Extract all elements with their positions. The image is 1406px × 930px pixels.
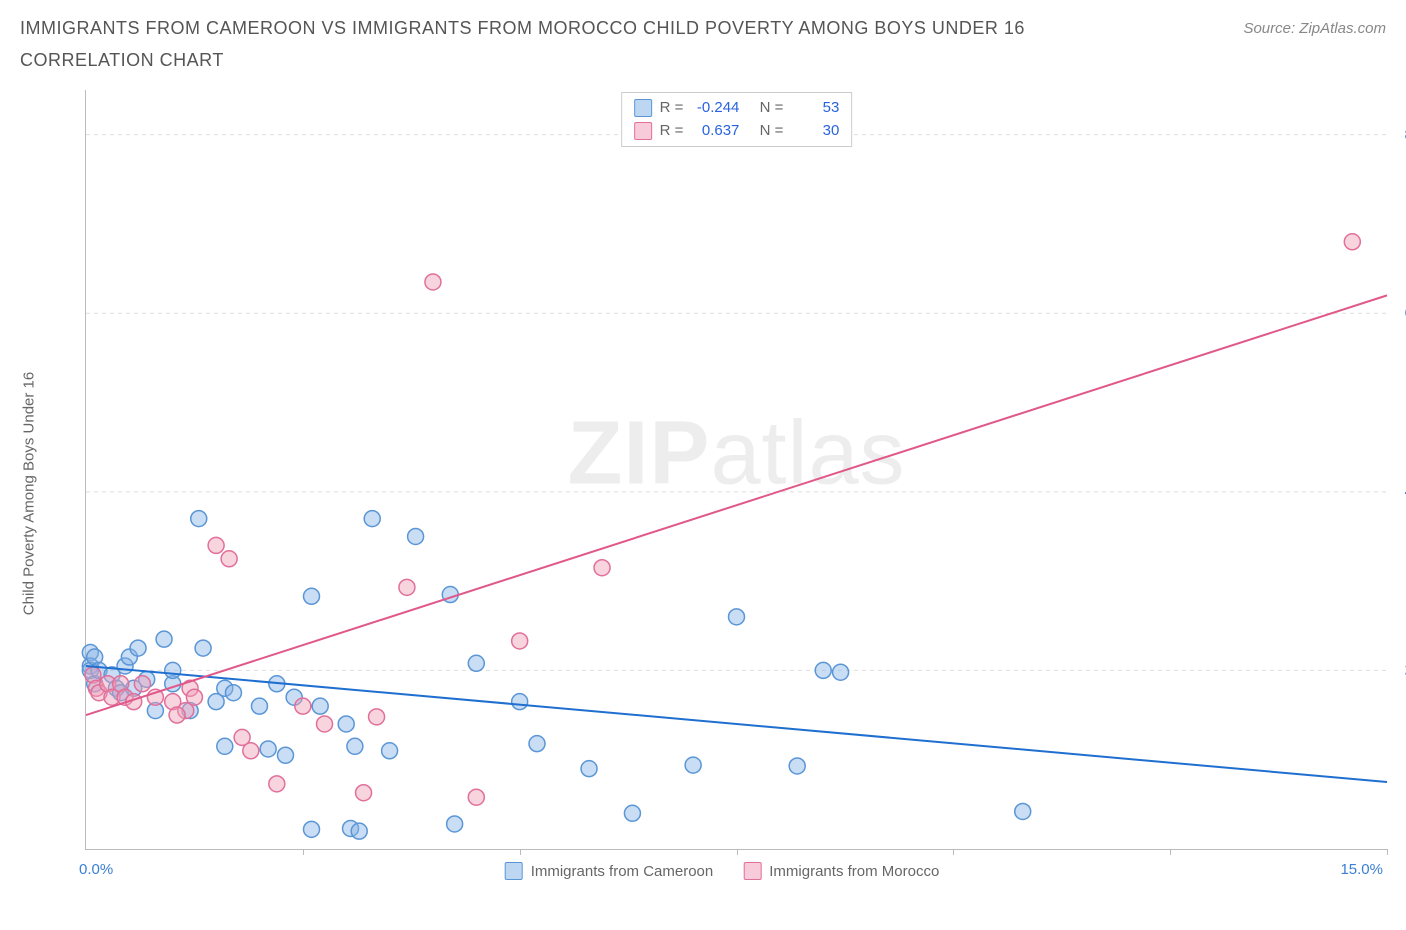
- legend-swatch-morocco: [743, 862, 761, 880]
- x-tick-mark: [1387, 849, 1388, 855]
- chart-area: Child Poverty Among Boys Under 16 ZIPatl…: [57, 90, 1387, 880]
- swatch-morocco: [634, 122, 652, 140]
- legend-swatch-cameroon: [505, 862, 523, 880]
- bottom-legend: Immigrants from Cameroon Immigrants from…: [505, 862, 940, 880]
- stats-row-cameroon: R = -0.244 N = 53: [634, 97, 840, 120]
- x-tick-mark: [1170, 849, 1171, 855]
- plot-svg: [86, 90, 1387, 849]
- chart-title: IMMIGRANTS FROM CAMEROON VS IMMIGRANTS F…: [20, 12, 1120, 77]
- y-axis-label: Child Poverty Among Boys Under 16: [21, 372, 38, 615]
- x-tick-mark: [520, 849, 521, 855]
- plot-region: ZIPatlas R = -0.244 N = 53 R = 0.637 N =…: [85, 90, 1387, 850]
- stats-row-morocco: R = 0.637 N = 30: [634, 120, 840, 143]
- source-attribution: Source: ZipAtlas.com: [1243, 20, 1386, 37]
- x-tick-mark: [303, 849, 304, 855]
- legend-label-cameroon: Immigrants from Cameroon: [531, 863, 714, 880]
- x-axis-min-label: 0.0%: [79, 861, 113, 878]
- x-axis-max-label: 15.0%: [1340, 861, 1383, 878]
- x-tick-mark: [737, 849, 738, 855]
- swatch-cameroon: [634, 99, 652, 117]
- legend-label-morocco: Immigrants from Morocco: [769, 863, 939, 880]
- legend-item-morocco: Immigrants from Morocco: [743, 862, 939, 880]
- x-tick-mark: [953, 849, 954, 855]
- stats-legend: R = -0.244 N = 53 R = 0.637 N = 30: [621, 92, 853, 147]
- legend-item-cameroon: Immigrants from Cameroon: [505, 862, 714, 880]
- chart-header: IMMIGRANTS FROM CAMEROON VS IMMIGRANTS F…: [0, 0, 1406, 77]
